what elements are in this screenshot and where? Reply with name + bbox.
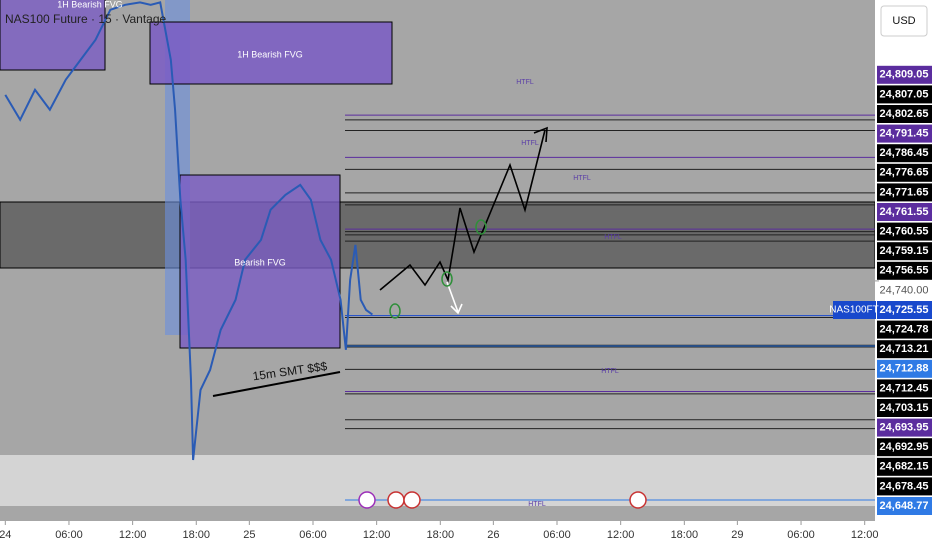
currency[interactable]: USD <box>892 15 915 27</box>
x-tick-label: 06:00 <box>787 529 815 541</box>
x-tick-label: 25 <box>243 529 255 541</box>
chart-title: NAS100 Future · 15 · Vantage <box>5 12 167 26</box>
price-label: 24,791.45 <box>880 128 929 140</box>
price-label-box <box>877 497 932 515</box>
projection-arrow <box>446 281 459 313</box>
price-label: 24,724.78 <box>880 324 929 336</box>
price-label: 24,802.65 <box>880 108 929 120</box>
fvg-box <box>149 21 393 85</box>
annotation: 1H Bearish FVG <box>237 49 303 59</box>
fvg-box <box>0 0 106 71</box>
time-axis <box>0 521 875 550</box>
price-label: 24,807.05 <box>880 88 929 100</box>
price-label: 24,776.65 <box>880 167 929 179</box>
price-label: 24,678.45 <box>880 480 929 492</box>
x-tick-label: 18:00 <box>183 529 211 541</box>
fvg-box <box>179 174 341 349</box>
price-label-box <box>877 261 932 280</box>
event-icon[interactable] <box>358 491 376 509</box>
price-label: 24,648.77 <box>880 500 929 512</box>
price-label: 24,703.15 <box>880 402 929 414</box>
currency-button[interactable] <box>880 5 928 37</box>
x-tick-label: 18:00 <box>671 529 699 541</box>
price-label-box <box>877 242 932 261</box>
arrow-head <box>450 303 463 315</box>
plot <box>4 1 875 501</box>
price-label-box <box>877 477 932 496</box>
price-label: 24,759.15 <box>880 245 929 257</box>
symbol-label: NAS100FT <box>829 305 878 316</box>
price-label-box <box>877 203 932 221</box>
price-label-box <box>877 457 932 476</box>
price-label: 24,682.15 <box>880 461 929 473</box>
price-label: 24,693.95 <box>880 422 929 434</box>
price-label-box <box>877 124 932 143</box>
price-label: 24,725.55 <box>880 304 929 316</box>
x-tick-label: 06:00 <box>543 529 571 541</box>
price-label-box <box>877 301 932 319</box>
price-label-box <box>877 144 932 163</box>
price-label: 24,712.45 <box>880 382 929 394</box>
event-icon[interactable] <box>387 491 405 509</box>
price-label-box <box>877 418 932 437</box>
annotation: HTFL <box>573 175 591 182</box>
price-label-box <box>877 183 932 202</box>
x-tick-label: 06:00 <box>299 529 327 541</box>
x-tick-label: 26 <box>487 529 499 541</box>
price-label: 24,692.95 <box>880 441 929 453</box>
x-tick-label: 18:00 <box>427 529 455 541</box>
price-line <box>4 1 373 461</box>
x-tick-label: 12:00 <box>363 529 391 541</box>
x-tick-label: 06:00 <box>55 529 83 541</box>
marker <box>475 219 487 235</box>
annotation: HTFL <box>604 234 622 241</box>
price-label: 24,760.55 <box>880 226 929 238</box>
price-label: 24,771.65 <box>880 186 929 198</box>
price-label: 24,756.55 <box>880 265 929 277</box>
x-tick-label: 12:00 <box>119 529 147 541</box>
price-label-box <box>877 105 932 123</box>
event-icon[interactable] <box>403 491 421 509</box>
event-icon[interactable] <box>629 491 647 509</box>
projection-path <box>379 129 546 291</box>
arrow-head <box>533 126 548 143</box>
price-label-box <box>877 65 932 84</box>
annotation: HTFL <box>521 140 539 147</box>
price-label-box <box>877 379 932 398</box>
price-label-box <box>877 399 932 417</box>
marker <box>389 303 401 319</box>
zone <box>0 455 875 506</box>
price-label-box <box>877 163 932 182</box>
price-label: 24,761.55 <box>880 206 929 218</box>
annotation: HTFL <box>516 79 534 86</box>
price-label-box <box>877 320 932 339</box>
y-tick-label: 24,740.00 <box>880 284 929 296</box>
price-label: 24,809.05 <box>880 69 929 81</box>
symbol-label-box <box>833 301 876 319</box>
price-label-box <box>877 340 932 359</box>
price-label: 24,713.21 <box>880 343 929 355</box>
price-label-box <box>877 222 932 241</box>
annotation: Bearish FVG <box>234 257 286 267</box>
smt-line <box>212 371 341 397</box>
marker <box>441 271 453 287</box>
price-label: 24,786.45 <box>880 147 929 159</box>
x-tick-label: 12:00 <box>851 529 879 541</box>
annotation: HTFL <box>528 501 546 508</box>
x-tick-label: 24 <box>0 529 11 541</box>
price-label-box <box>877 438 932 457</box>
annotation: HTFL <box>601 368 619 375</box>
x-tick-label: 12:00 <box>607 529 635 541</box>
price-label-box <box>877 85 932 104</box>
price-label: 24,712.88 <box>880 363 929 375</box>
x-tick-label: 29 <box>731 529 743 541</box>
annotation: 1H Bearish FVG <box>57 0 123 9</box>
price-label-box <box>877 359 932 378</box>
